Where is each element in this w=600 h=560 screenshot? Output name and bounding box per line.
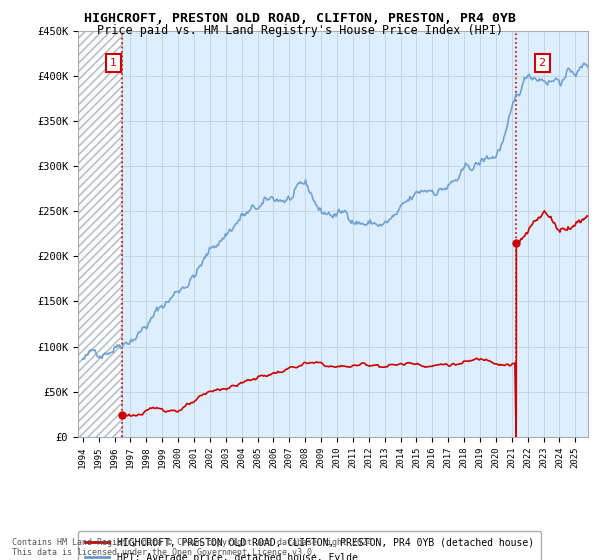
Text: Contains HM Land Registry data © Crown copyright and database right 2024.
This d: Contains HM Land Registry data © Crown c… <box>12 538 377 557</box>
Bar <box>78 31 122 437</box>
Text: Price paid vs. HM Land Registry's House Price Index (HPI): Price paid vs. HM Land Registry's House … <box>97 24 503 37</box>
Text: 2: 2 <box>539 58 545 68</box>
Legend: HIGHCROFT, PRESTON OLD ROAD, CLIFTON, PRESTON, PR4 0YB (detached house), HPI: Av: HIGHCROFT, PRESTON OLD ROAD, CLIFTON, PR… <box>78 531 541 560</box>
Text: 1: 1 <box>110 58 117 68</box>
Text: HIGHCROFT, PRESTON OLD ROAD, CLIFTON, PRESTON, PR4 0YB: HIGHCROFT, PRESTON OLD ROAD, CLIFTON, PR… <box>84 12 516 25</box>
